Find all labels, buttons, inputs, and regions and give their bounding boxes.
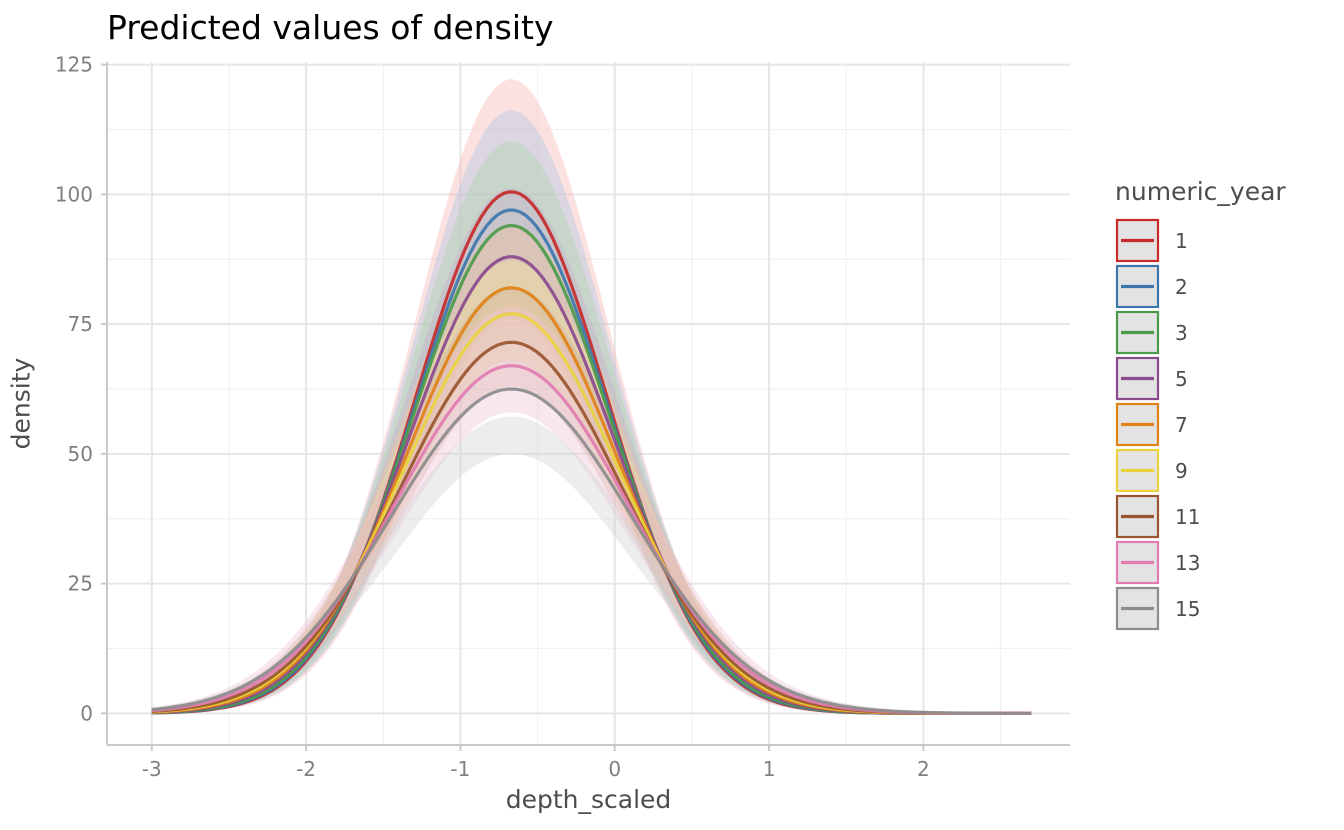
chart-title: Predicted values of density xyxy=(107,8,554,47)
x-tick-label: 0 xyxy=(608,757,621,781)
y-tick-label: 75 xyxy=(68,312,93,336)
x-tick-label: -1 xyxy=(450,757,470,781)
legend-label: 5 xyxy=(1175,367,1188,391)
legend-label: 2 xyxy=(1175,275,1188,299)
x-tick-label: 1 xyxy=(763,757,776,781)
x-tick-label: -2 xyxy=(296,757,316,781)
y-tick-label: 100 xyxy=(55,182,93,206)
y-tick-label: 50 xyxy=(68,442,93,466)
legend: numeric_year 1 2 3 5 7 9 11 13 15 xyxy=(1115,177,1286,631)
legend-label: 13 xyxy=(1175,551,1200,575)
series-lines xyxy=(151,190,1032,715)
legend-label: 11 xyxy=(1175,505,1200,529)
legend-title: numeric_year xyxy=(1115,177,1286,206)
legend-label: 3 xyxy=(1175,321,1188,345)
confidence-band-15 xyxy=(151,416,1032,714)
x-tick-label: -3 xyxy=(142,757,162,781)
x-tick-label: 2 xyxy=(917,757,930,781)
series-line-15 xyxy=(151,387,1032,715)
tick-labels: -3 -2 -1 0 1 2 0 25 50 75 100 125 xyxy=(55,53,930,781)
legend-label: 7 xyxy=(1175,413,1188,437)
grid-lines xyxy=(107,62,1070,745)
y-tick-label: 125 xyxy=(55,53,93,77)
y-tick-label: 0 xyxy=(80,701,93,725)
x-axis-title: depth_scaled xyxy=(506,785,672,814)
legend-label: 15 xyxy=(1175,597,1200,621)
y-axis-title: density xyxy=(6,357,35,449)
axes xyxy=(106,62,1070,746)
legend-label: 1 xyxy=(1175,229,1188,253)
legend-label: 9 xyxy=(1175,459,1188,483)
y-tick-label: 25 xyxy=(68,572,93,596)
